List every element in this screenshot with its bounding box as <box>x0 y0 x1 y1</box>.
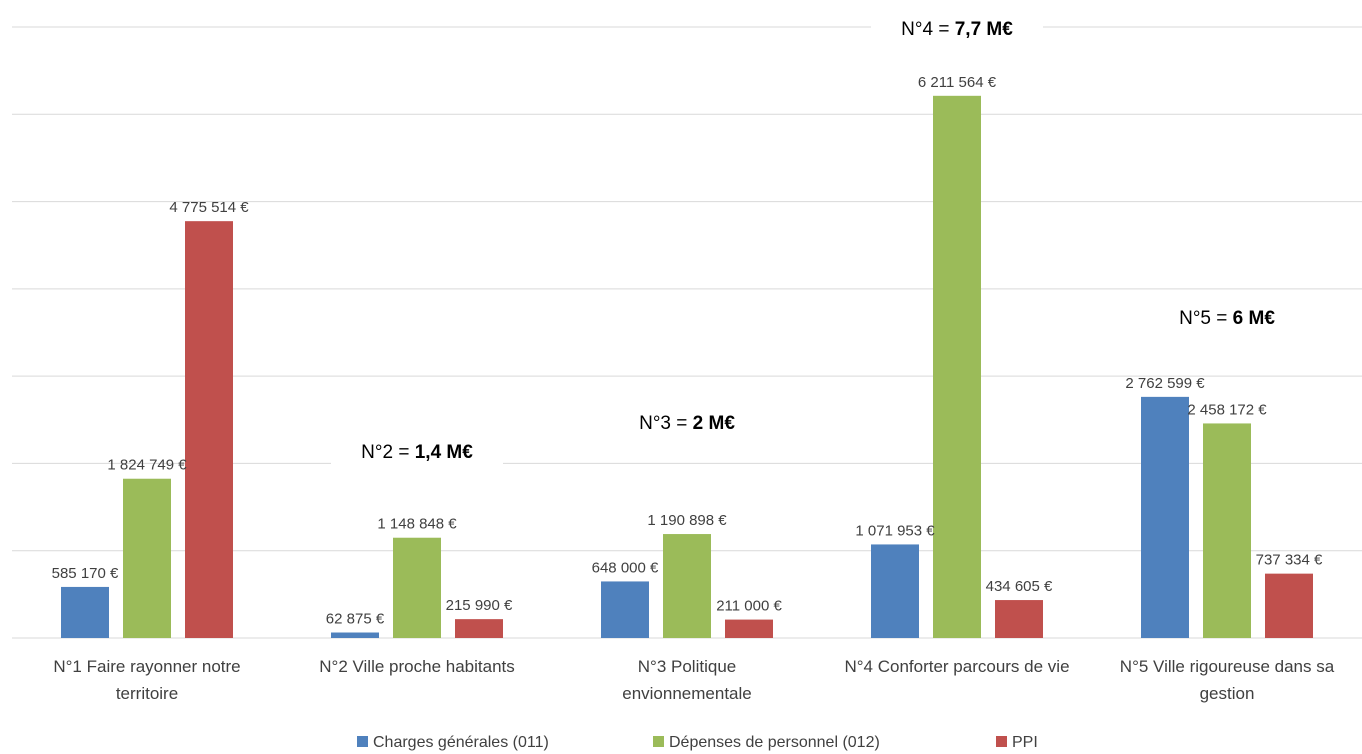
annotation: N°2 = 1,4 M€ <box>361 442 473 463</box>
annotation-background <box>1141 300 1313 336</box>
bar <box>871 544 919 638</box>
bar <box>1203 423 1251 638</box>
data-label: 2 762 599 € <box>1125 375 1205 392</box>
bar <box>995 600 1043 638</box>
data-label: 1 071 953 € <box>855 522 935 539</box>
category-labels: N°1 Faire rayonner notre territoire N°2 Vi… <box>53 657 1334 703</box>
category-label: territoire <box>116 684 178 703</box>
legend-swatch <box>996 736 1007 747</box>
category-label: gestion <box>1200 684 1255 703</box>
annotation: N°5 = 6 M€ <box>1179 308 1275 329</box>
annotation-background <box>601 405 773 441</box>
data-label: 648 000 € <box>592 559 659 576</box>
category-label: N°1 Faire rayonner notre <box>53 657 240 676</box>
data-label: 434 605 € <box>986 578 1053 595</box>
bar <box>185 221 233 639</box>
category-label: envionnementale <box>622 684 751 703</box>
data-label: 4 775 514 € <box>169 199 249 216</box>
legend-label: PPI <box>1012 734 1038 751</box>
annotation: N°4 = 7,7 M€ <box>901 19 1013 40</box>
data-label: 215 990 € <box>446 597 513 614</box>
data-label: 1 190 898 € <box>647 512 727 529</box>
bar <box>601 581 649 638</box>
legend: Charges générales (011) Dépenses de perso… <box>357 734 1038 751</box>
bar <box>725 619 773 638</box>
category-label: N°5 Ville rigoureuse dans sa <box>1120 657 1335 676</box>
bar <box>123 478 171 638</box>
bars <box>61 95 1313 639</box>
category-label: N°4 Conforter parcours de vie <box>844 657 1069 676</box>
bar <box>933 95 981 638</box>
data-label: 1 148 848 € <box>377 516 457 533</box>
data-labels: 585 170 € 62 875 € 648 000 € 1 071 953 € 2 7… <box>52 74 1323 628</box>
legend-swatch <box>357 736 368 747</box>
data-label: 62 875 € <box>326 611 385 628</box>
data-label: 6 211 564 € <box>918 74 997 91</box>
bar <box>455 619 503 638</box>
annotation-background <box>331 434 503 470</box>
gridlines <box>12 26 1362 639</box>
data-label: 1 824 749 € <box>107 457 187 474</box>
data-label: 2 458 172 € <box>1187 401 1267 418</box>
data-label: 737 334 € <box>1256 552 1323 569</box>
bar <box>331 632 379 638</box>
bar <box>393 537 441 638</box>
legend-label: Dépenses de personnel (012) <box>669 734 880 751</box>
annotation-background <box>871 11 1043 47</box>
legend-swatch <box>653 736 664 747</box>
data-label: 585 170 € <box>52 565 119 582</box>
legend-label: Charges générales (011) <box>373 734 549 751</box>
bar <box>1265 573 1313 638</box>
annotation: N°3 = 2 M€ <box>639 413 735 434</box>
category-label: N°3 Politique <box>638 657 736 676</box>
data-label: 211 000 € <box>716 598 782 615</box>
bar <box>663 534 711 638</box>
bar <box>1141 396 1189 638</box>
bar <box>61 586 109 638</box>
category-label: N°2 Ville proche habitants <box>319 657 515 676</box>
annotations: N°2 = 1,4 M€ N°3 = 2 M€ N°4 = 7,7 M€ N°5 = … <box>331 11 1313 470</box>
